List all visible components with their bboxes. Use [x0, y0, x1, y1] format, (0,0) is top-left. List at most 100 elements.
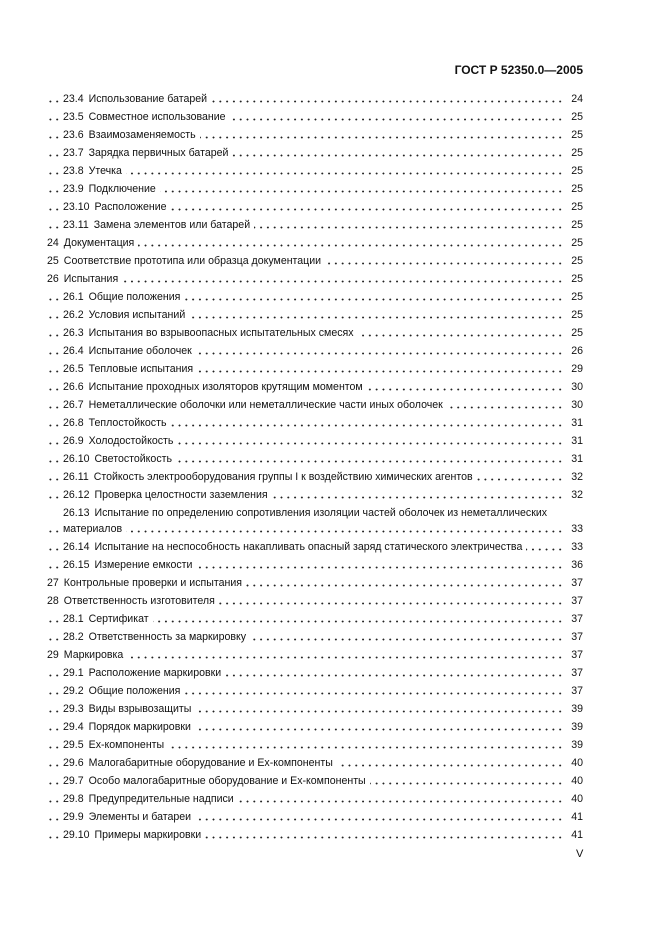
entry-page: 30: [567, 397, 583, 413]
entry-title: Использование батарей: [88, 93, 208, 105]
entry-number: 26.6: [63, 381, 84, 393]
entry-title: Маркировка: [63, 649, 124, 661]
entry-text: 23.7 Зарядка первичных батарей: [63, 147, 233, 159]
entry-title: Расположение маркировки: [88, 667, 222, 679]
entry-text: 29.9 Элементы и батареи: [63, 811, 196, 823]
entry-title: Светостойкость: [94, 453, 172, 465]
entry-page: 39: [567, 719, 583, 735]
entry-text: 29 Маркировка: [47, 649, 128, 661]
entry-title: Измерение емкости: [94, 559, 193, 571]
entry-title: Общие положения: [88, 685, 181, 697]
entry-page: 25: [567, 235, 583, 251]
entry-page: 40: [567, 755, 583, 771]
entry-page: 30: [567, 379, 583, 395]
entry-number: 29.2: [63, 685, 84, 697]
entry-page: 25: [567, 271, 583, 287]
entry-title: Испытания во взрывоопасных испытательных…: [88, 327, 354, 339]
toc-entry: 23.8 Утечка 25: [47, 163, 583, 179]
entry-title: Подключение: [88, 183, 156, 195]
entry-page: 33: [567, 521, 583, 537]
toc-entry: 29.10 Примеры маркировки 41: [47, 827, 583, 843]
entry-page: 37: [567, 593, 583, 609]
entry-number: 23.7: [63, 147, 84, 159]
entry-title: Расположение: [94, 201, 167, 213]
entry-text: 29.10 Примеры маркировки: [63, 829, 206, 841]
entry-number: 23.6: [63, 129, 84, 141]
toc-entry: 26.11 Стойкость электрооборудования групп…: [47, 469, 583, 485]
entry-title: Общие положения: [88, 291, 181, 303]
entry-number: 28.1: [63, 613, 84, 625]
entry-text: 26.4 Испытание оболочек: [63, 345, 196, 357]
toc-entry: 29.4 Порядок маркировки 39: [47, 719, 583, 735]
entry-page: 25: [567, 253, 583, 269]
entry-title: Совместное использование: [88, 111, 226, 123]
entry-page: 36: [567, 557, 583, 573]
toc-entry: 29.8 Предупредительные надписи 40: [47, 791, 583, 807]
toc-entry: 26.9 Холодостойкость 31: [47, 433, 583, 449]
entry-text: 27 Контрольные проверки и испытания: [47, 577, 246, 589]
toc-entry: 26.15 Измерение емкости 36: [47, 557, 583, 573]
toc-entry: 29.1 Расположение маркировки 37: [47, 665, 583, 681]
toc-entry: 29.6 Малогабаритные оборудование и Ех-ком…: [47, 755, 583, 771]
toc-entry: 23.9 Подключение 25: [47, 181, 583, 197]
entry-text: 26.14 Испытание на неспособность накаплив…: [63, 541, 527, 553]
entry-text: 26.5 Тепловые испытания: [63, 363, 198, 375]
entry-title: Ех-компоненты: [88, 739, 165, 751]
entry-text: 26.13 Испытание по определению сопротивле…: [63, 507, 548, 535]
table-of-contents: 23.4 Использование батарей 24 23.5 Совместно…: [47, 91, 583, 845]
entry-number: 28.2: [63, 631, 84, 643]
entry-text: 26 Испытания: [47, 273, 123, 285]
toc-entry: 26.1 Общие положения 25: [47, 289, 583, 305]
entry-text: 26.3 Испытания во взрывоопасных испытател…: [63, 327, 358, 339]
entry-number: 28: [47, 595, 59, 607]
entry-page: 41: [567, 809, 583, 825]
toc-entry: 26.5 Тепловые испытания 29: [47, 361, 583, 377]
entry-title: Испытание оболочек: [88, 345, 192, 357]
entry-title: Испытания: [63, 273, 119, 285]
entry-number: 26.2: [63, 309, 84, 321]
entry-number: 26.12: [63, 489, 90, 501]
entry-text: 26.7 Неметаллические оболочки или неметал…: [63, 399, 447, 411]
toc-entry: 26.12 Проверка целостности заземления 32: [47, 487, 583, 503]
entry-page: 39: [567, 737, 583, 753]
entry-page: 37: [567, 683, 583, 699]
toc-entry: 29.5 Ех-компоненты 39: [47, 737, 583, 753]
toc-entry: 26.6 Испытание проходных изоляторов крутя…: [47, 379, 583, 395]
entry-number: 23.4: [63, 93, 84, 105]
entry-page: 31: [567, 451, 583, 467]
entry-text: 26.12 Проверка целостности заземления: [63, 489, 272, 501]
entry-text: 28.1 Сертификат: [63, 613, 153, 625]
entry-number: 27: [47, 577, 59, 589]
entry-number: 29.3: [63, 703, 84, 715]
entry-page: 40: [567, 791, 583, 807]
entry-title: Контрольные проверки и испытания: [63, 577, 242, 589]
entry-text: 23.4 Использование батарей: [63, 93, 212, 105]
entry-text: 29.5 Ех-компоненты: [63, 739, 169, 751]
entry-page: 25: [567, 217, 583, 233]
toc-entry: 28.2 Ответственность за маркировку 37: [47, 629, 583, 645]
entry-text: 26.10 Светостойкость: [63, 453, 176, 465]
entry-text: 23.11 Замена элементов или батарей: [63, 219, 255, 231]
entry-number: 26: [47, 273, 59, 285]
entry-number: 25: [47, 255, 59, 267]
entry-page: 25: [567, 181, 583, 197]
entry-number: 29.8: [63, 793, 84, 805]
entry-number: 26.1: [63, 291, 84, 303]
entry-number: 29.6: [63, 757, 84, 769]
toc-entry: 29 Маркировка 37: [47, 647, 583, 663]
entry-page: 25: [567, 163, 583, 179]
entry-text: 23.9 Подключение: [63, 183, 160, 195]
entry-page: 25: [567, 127, 583, 143]
toc-entry: 29.3 Виды взрывозащиты 39: [47, 701, 583, 717]
entry-page: 33: [567, 539, 583, 555]
toc-entry: 26.4 Испытание оболочек 26: [47, 343, 583, 359]
entry-text: 26.11 Стойкость электрооборудования групп…: [63, 471, 477, 483]
entry-title: Элементы и батареи: [88, 811, 192, 823]
entry-text: 29.4 Порядок маркировки: [63, 721, 195, 733]
entry-title: Ответственность за маркировку: [88, 631, 247, 643]
toc-entry: 24 Документация 25: [47, 235, 583, 251]
entry-text: 26.2 Условия испытаний: [63, 309, 190, 321]
toc-entry: 27 Контрольные проверки и испытания 37: [47, 575, 583, 591]
toc-entry: 23.6 Взаимозаменяемость 25: [47, 127, 583, 143]
